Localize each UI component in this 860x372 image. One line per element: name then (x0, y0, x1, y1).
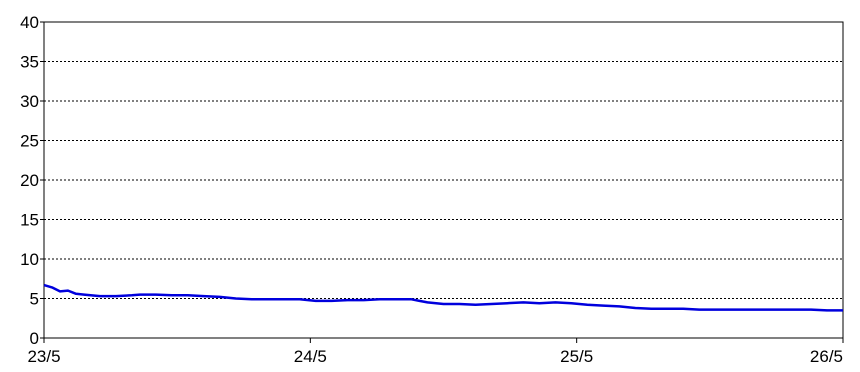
x-axis: 23/5 24/5 25/5 26/5 (27, 338, 844, 366)
y-tick-label: 0 (30, 329, 39, 348)
y-tick-label: 30 (20, 92, 39, 111)
y-tick-label: 5 (30, 290, 39, 309)
y-tick-label: 35 (20, 53, 39, 72)
y-tick-label: 15 (20, 211, 39, 230)
y-axis: 0 5 10 15 20 25 30 35 40 (20, 13, 44, 348)
x-tick-label: 25/5 (560, 347, 593, 366)
series-line (43, 283, 843, 312)
y-tick-label: 20 (20, 171, 39, 190)
y-tick-label: 25 (20, 132, 39, 151)
y-tick-label: 40 (20, 13, 39, 32)
x-tick-label: 23/5 (27, 347, 60, 366)
series-group (43, 283, 843, 312)
y-tick-label: 10 (20, 250, 39, 269)
x-tick-label: 26/5 (810, 347, 843, 366)
x-tick-label: 24/5 (294, 347, 327, 366)
grid-lines (44, 61, 843, 299)
